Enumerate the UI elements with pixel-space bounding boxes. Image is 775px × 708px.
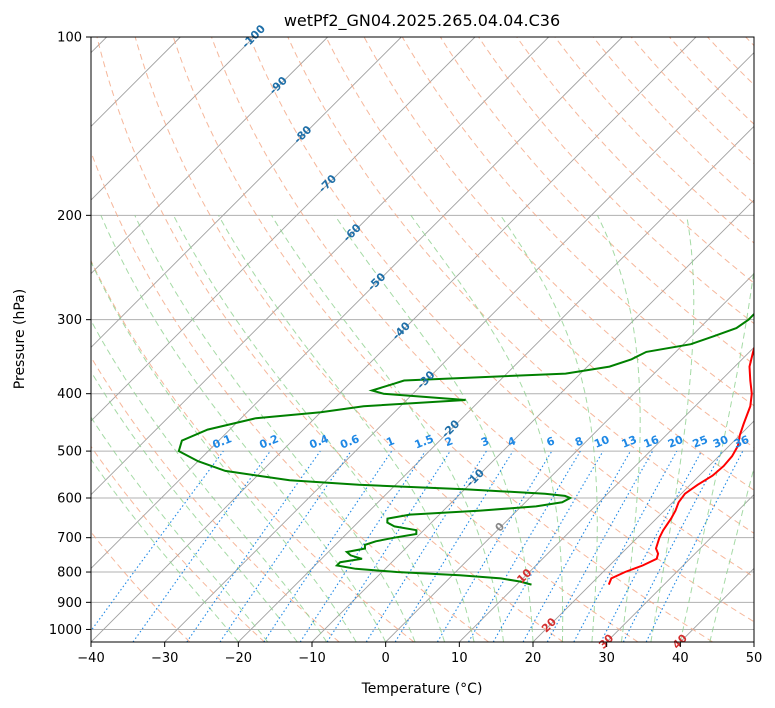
isotherm-line [91, 37, 697, 642]
y-tick-label: 100 [57, 31, 82, 46]
moist-adiabat-line [91, 370, 298, 642]
mixing-ratio-label: 10 [592, 433, 611, 451]
y-axis-ticks: 100 200 300 400 500 600 700 800 900 1000 [49, 31, 91, 638]
mixing-ratio-label: 16 [642, 433, 661, 451]
x-tick-label: −30 [151, 651, 178, 666]
isotherm-line [91, 37, 255, 201]
isotherm-line [91, 37, 328, 275]
moist-adiabat-line [134, 215, 416, 642]
isotherm-line [606, 494, 754, 642]
mixing-ratio-line [468, 450, 581, 642]
isotherm-line [91, 37, 549, 496]
y-tick-label: 400 [57, 387, 82, 402]
dry-adiabat-line [363, 37, 754, 449]
x-axis-label: Temperature (°C) [361, 681, 483, 697]
moist-adiabat-line [218, 215, 475, 642]
mixing-ratio-label: 1 [384, 434, 396, 449]
x-tick-label: 10 [451, 651, 468, 666]
moist-adiabat-line [100, 215, 387, 642]
isotherm-line [91, 37, 476, 422]
plot-area-background-lines [91, 37, 754, 642]
moist-adiabat-line [271, 215, 504, 642]
moist-adiabat-line [91, 260, 357, 642]
isotherm-line [91, 37, 402, 348]
dry-adiabat-line [249, 37, 754, 578]
dewpoint-profile [177, 312, 754, 586]
dry-adiabat-line [401, 37, 754, 407]
y-axis-label: Pressure (hPa) [12, 289, 28, 389]
moist-adiabat-line [679, 265, 754, 642]
mixing-ratio-line [573, 450, 678, 642]
dry-adiabat-line [91, 259, 415, 642]
moist-adiabat-line [173, 215, 446, 642]
dry-adiabat-line [516, 37, 754, 284]
plot-frame [90, 36, 755, 643]
isotherm-line [164, 52, 754, 642]
dry-adiabat-line [478, 37, 754, 325]
mixing-ratio-line [326, 450, 451, 642]
isotherm-line [385, 273, 754, 642]
dry-adiabat-line [91, 445, 265, 642]
moist-adiabat-line [650, 215, 695, 642]
mixing-ratio-line [132, 450, 271, 642]
chart-title: wetPf2_GN04.2025.265.04.04.C36 [284, 11, 560, 31]
x-tick-label: 0 [382, 651, 390, 666]
mixing-ratio-label: 3 [479, 434, 491, 449]
isotherm-line [532, 420, 754, 642]
mixing-ratio-line [91, 450, 224, 632]
x-tick-label: −20 [225, 651, 252, 666]
moist-adiabat-line [410, 215, 564, 642]
dry-adiabat-line [211, 37, 754, 623]
y-tick-label: 600 [57, 492, 82, 507]
x-tick-label: 20 [525, 651, 542, 666]
x-tick-label: 40 [672, 651, 689, 666]
moist-adiabat-line [91, 319, 328, 642]
mixing-ratio-line [186, 450, 321, 642]
moist-adiabat-line [91, 416, 269, 642]
x-tick-label: 50 [746, 651, 763, 666]
x-tick-label: −40 [77, 651, 104, 666]
mixing-ratio-line [492, 450, 604, 642]
dry-adiabat-line [96, 37, 564, 642]
isotherm-line [91, 37, 623, 569]
mixing-ratio-line [365, 450, 487, 642]
y-tick-label: 900 [57, 596, 82, 611]
x-axis-ticks: −40 −30 −20 −10 0 10 20 30 40 50 [77, 642, 762, 666]
y-tick-label: 800 [57, 566, 82, 581]
isotherm-line [238, 125, 754, 642]
mixing-ratio-label: 25 [691, 433, 710, 451]
mixing-ratio-line [394, 450, 514, 642]
dry-adiabat-line [325, 37, 754, 491]
mixing-ratio-line [522, 450, 631, 642]
moist-adiabat-line [597, 215, 641, 642]
mixing-ratio-label: 20 [666, 433, 685, 451]
y-tick-label: 500 [57, 445, 82, 460]
y-tick-label: 700 [57, 531, 82, 546]
mixing-ratio-label: 30 [711, 433, 730, 451]
dry-adiabat-line [172, 37, 713, 642]
sounding-series [177, 312, 754, 586]
dry-adiabat-line [134, 37, 639, 642]
x-tick-label: −10 [298, 651, 325, 666]
x-tick-label: 30 [598, 651, 615, 666]
temperature-profile [607, 345, 754, 585]
y-tick-label: 300 [57, 313, 82, 328]
mixing-ratio-label: 2 [443, 434, 455, 449]
moist-adiabat-line [91, 458, 239, 642]
mixing-ratio-line [546, 450, 654, 642]
mixing-ratio-label: 8 [573, 434, 585, 449]
y-tick-label: 200 [57, 209, 82, 224]
dry-adiabat-line [630, 37, 754, 165]
mixing-ratio-label: 13 [620, 433, 639, 451]
mixing-ratio-line [436, 450, 553, 642]
dry-adiabat-line [592, 37, 754, 204]
mixing-ratio-label: 36 [732, 433, 751, 451]
y-tick-label: 1000 [49, 623, 82, 638]
